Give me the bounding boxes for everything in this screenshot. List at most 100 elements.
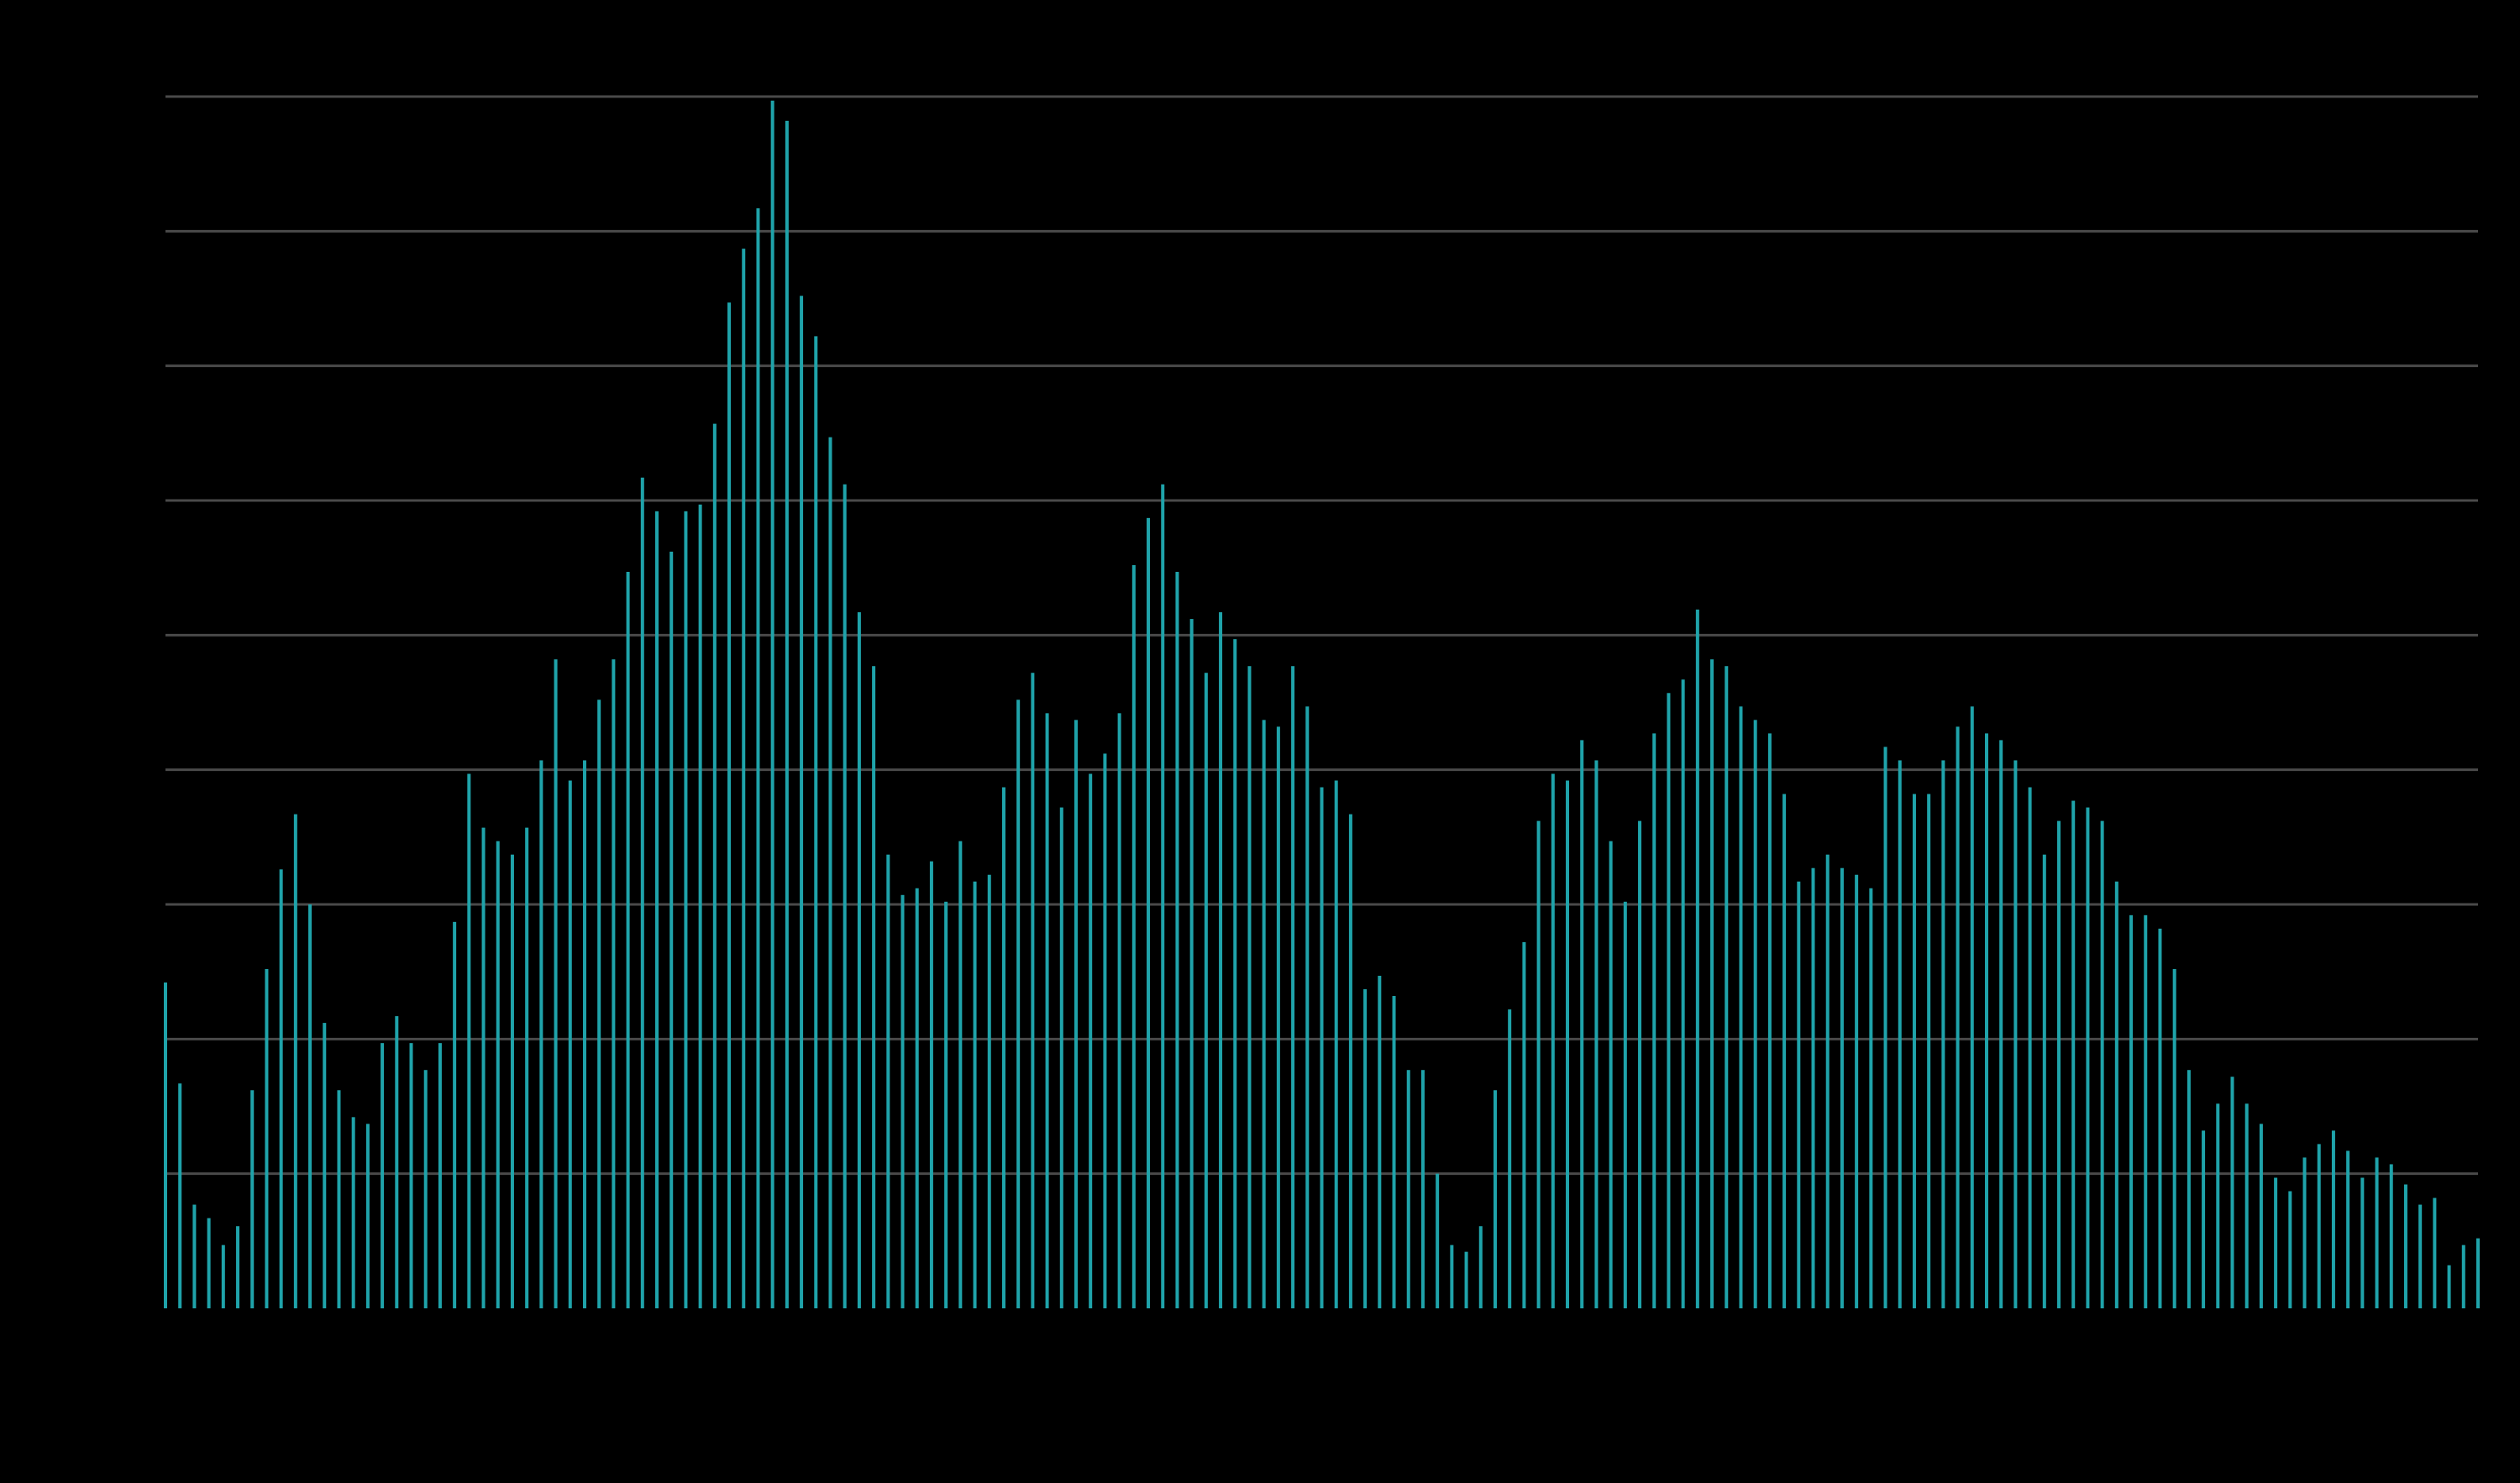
bar (2476, 1238, 2480, 1308)
bar (1725, 666, 1729, 1308)
bar (2302, 1157, 2307, 1308)
bar (770, 100, 774, 1308)
bar (1681, 679, 1685, 1308)
bar (1045, 713, 1049, 1308)
bar (958, 841, 963, 1308)
bar (1840, 867, 1844, 1308)
bar (423, 1070, 428, 1308)
bar (2433, 1197, 2437, 1308)
bar (2418, 1204, 2423, 1308)
bar (1334, 780, 1338, 1308)
bar (1204, 673, 1208, 1308)
bar (1594, 760, 1599, 1308)
bar (712, 423, 717, 1308)
bar (221, 1245, 225, 1308)
bar (2274, 1177, 2278, 1308)
bar (1276, 726, 1280, 1308)
bar (1883, 747, 1887, 1308)
bar (1695, 609, 1699, 1308)
bar (1580, 740, 1584, 1308)
bar (1450, 1245, 1454, 1308)
bar (1869, 888, 1873, 1308)
bar (2447, 1265, 2451, 1308)
gridlines (165, 95, 2478, 1176)
bar (2042, 854, 2046, 1308)
bar (1001, 787, 1005, 1308)
bar (337, 1090, 341, 1308)
bar (1059, 807, 1063, 1308)
bar (467, 773, 471, 1308)
bar (510, 854, 514, 1308)
bar (698, 504, 702, 1308)
bar (1074, 720, 1078, 1308)
bar (626, 571, 630, 1308)
bar (1031, 673, 1035, 1308)
bar (525, 827, 529, 1308)
bar (1320, 787, 1324, 1308)
bar (1623, 901, 1627, 1308)
bar (785, 120, 789, 1309)
bar (1898, 760, 1902, 1308)
bar (2317, 1144, 2321, 1308)
bars (164, 100, 2480, 1309)
bar (308, 904, 312, 1308)
bar (2360, 1177, 2365, 1308)
bar (684, 511, 688, 1308)
bar (857, 612, 861, 1308)
bar (929, 861, 933, 1308)
bar (2375, 1157, 2379, 1308)
bar (568, 780, 572, 1308)
bar (438, 1043, 442, 1308)
bar (1247, 666, 1252, 1308)
bar (612, 659, 616, 1308)
bar (554, 659, 558, 1308)
bar (2230, 1077, 2234, 1308)
bar (250, 1090, 255, 1308)
bar (915, 888, 919, 1308)
bar (1956, 726, 1960, 1308)
bar (453, 921, 457, 1308)
bar (1855, 874, 1859, 1308)
bar (1233, 639, 1237, 1308)
bar (2346, 1150, 2350, 1308)
bar (2259, 1124, 2263, 1308)
bar (2013, 760, 2018, 1308)
bar (1161, 484, 1165, 1308)
bar (1811, 867, 1815, 1308)
bar (1131, 564, 1136, 1308)
bar (2086, 807, 2090, 1308)
bar (655, 511, 659, 1308)
bar (1436, 1173, 1440, 1308)
bar (395, 1016, 399, 1308)
bar (1782, 794, 1787, 1308)
bar (1363, 989, 1368, 1308)
bar (727, 302, 732, 1308)
bar (1797, 881, 1801, 1308)
bar (2331, 1130, 2335, 1308)
bar (1984, 733, 1988, 1308)
bar (1767, 733, 1772, 1308)
bar (2403, 1184, 2407, 1308)
bar (323, 1023, 327, 1308)
bar (1406, 1070, 1410, 1308)
bar (1927, 794, 1931, 1308)
bar (1710, 659, 1714, 1308)
bar (1825, 854, 1830, 1308)
bar (1508, 1009, 1512, 1308)
bar (1551, 773, 1555, 1308)
bar (944, 901, 948, 1308)
bar (1739, 706, 1743, 1308)
bar (1536, 820, 1541, 1308)
bar (351, 1117, 355, 1308)
bar (2057, 820, 2061, 1308)
bar (1378, 975, 1382, 1308)
bar (1652, 733, 1656, 1308)
bar (2144, 914, 2148, 1308)
bar (973, 881, 977, 1308)
bar (236, 1226, 240, 1308)
bar (582, 760, 586, 1308)
bar (1262, 720, 1266, 1308)
bar (1348, 814, 1352, 1308)
bar (496, 841, 500, 1308)
bar (828, 437, 832, 1308)
